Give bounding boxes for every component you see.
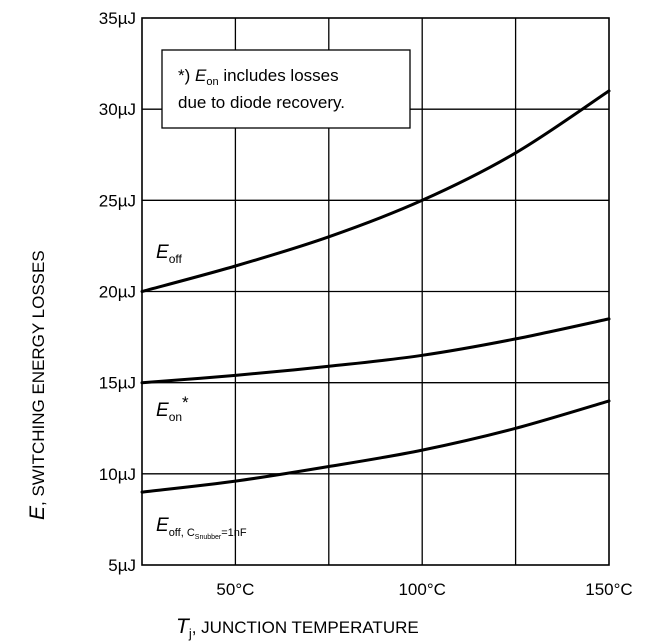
curve-e-off bbox=[140, 89, 611, 293]
y-tick-label: 30µJ bbox=[99, 100, 136, 119]
y-tick-label: 35µJ bbox=[99, 9, 136, 28]
series-label-e-on: Eon* bbox=[156, 393, 189, 424]
annotation-line-2: due to diode recovery. bbox=[178, 93, 345, 112]
curve-e-off-snubber bbox=[140, 399, 611, 494]
annotation-frame bbox=[161, 49, 411, 129]
y-tick-labels: 35µJ 30µJ 25µJ 20µJ 15µJ 10µJ 5µJ bbox=[99, 9, 136, 575]
y-tick-label: 10µJ bbox=[99, 465, 136, 484]
series-label-e-off: Eoff bbox=[156, 242, 182, 266]
series-curves bbox=[140, 89, 611, 494]
y-tick-label: 20µJ bbox=[99, 283, 136, 302]
curve-e-on bbox=[140, 317, 611, 385]
y-tick-label: 5µJ bbox=[108, 556, 136, 575]
x-tick-label: 100°C bbox=[398, 580, 445, 599]
x-tick-label: 150°C bbox=[585, 580, 632, 599]
x-tick-labels: 50°C 100°C 150°C bbox=[216, 580, 632, 599]
y-tick-label: 25µJ bbox=[99, 191, 136, 210]
x-tick-label: 50°C bbox=[216, 580, 254, 599]
annotation-box: *) Eon includes losses due to diode reco… bbox=[161, 49, 411, 129]
y-axis-title: E, SWITCHING ENERGY LOSSES bbox=[26, 250, 49, 520]
y-tick-label: 15µJ bbox=[99, 374, 136, 393]
series-label-e-off-snubber: Eoff, CSnubber=1nF bbox=[156, 515, 247, 541]
annotation-line-1: *) Eon includes losses bbox=[178, 66, 339, 88]
x-axis-title: Tj, JUNCTION TEMPERATURE bbox=[176, 615, 419, 641]
